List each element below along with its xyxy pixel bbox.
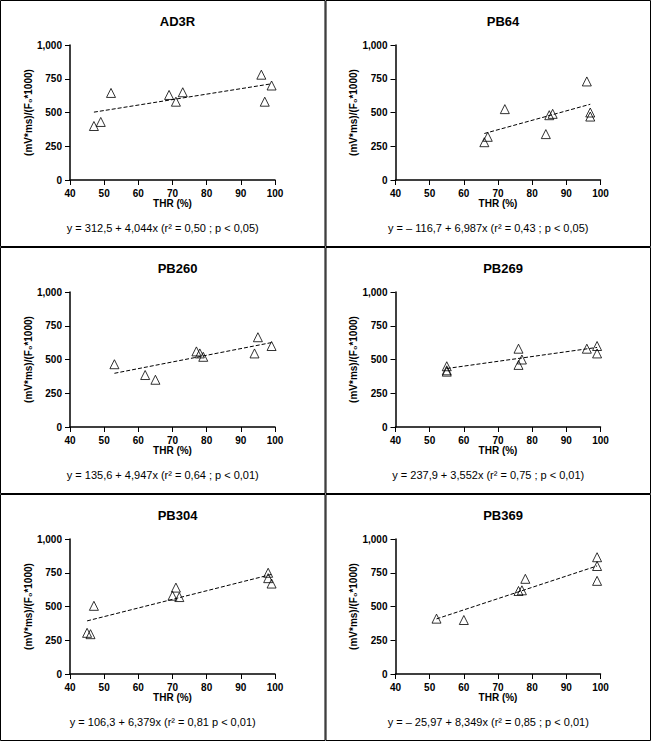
svg-text:1,000: 1,000	[362, 534, 387, 545]
svg-text:PB369: PB369	[483, 508, 523, 523]
svg-text:40: 40	[64, 435, 76, 446]
svg-text:250: 250	[371, 635, 388, 646]
svg-text:PB269: PB269	[483, 261, 523, 276]
svg-text:1,000: 1,000	[362, 40, 387, 51]
svg-text:(mV*ms)/(F₀*1000): (mV*ms)/(F₀*1000)	[348, 563, 359, 650]
svg-text:60: 60	[458, 682, 470, 693]
svg-text:y = 106,3 + 6,379x (r² = 0,81: y = 106,3 + 6,379x (r² = 0,81 p < 0,01)	[70, 716, 256, 728]
svg-text:(mV*ms)/(F₀*1000): (mV*ms)/(F₀*1000)	[23, 563, 34, 650]
svg-text:70: 70	[492, 435, 504, 446]
svg-text:0: 0	[56, 175, 62, 186]
svg-text:750: 750	[371, 567, 388, 578]
svg-text:THR (%): THR (%)	[153, 692, 192, 703]
svg-text:60: 60	[458, 188, 470, 199]
svg-text:0: 0	[56, 669, 62, 680]
svg-text:500: 500	[371, 107, 388, 118]
svg-text:PB64: PB64	[487, 14, 520, 29]
svg-text:PB304: PB304	[158, 508, 199, 523]
svg-text:THR (%): THR (%)	[153, 198, 192, 209]
svg-text:750: 750	[371, 320, 388, 331]
svg-text:80: 80	[201, 188, 213, 199]
svg-text:750: 750	[45, 73, 62, 84]
svg-text:500: 500	[45, 601, 62, 612]
svg-text:90: 90	[235, 188, 247, 199]
svg-text:40: 40	[390, 682, 402, 693]
svg-text:40: 40	[64, 188, 76, 199]
svg-text:250: 250	[45, 635, 62, 646]
svg-text:50: 50	[424, 682, 436, 693]
svg-text:80: 80	[201, 435, 213, 446]
svg-text:(mV*ms)/(F₀*1000): (mV*ms)/(F₀*1000)	[348, 316, 359, 403]
svg-text:0: 0	[382, 669, 388, 680]
svg-text:PB260: PB260	[158, 261, 198, 276]
svg-text:60: 60	[133, 188, 145, 199]
svg-text:70: 70	[167, 682, 179, 693]
svg-text:y = 312,5 + 4,044x (r² = 0,50: y = 312,5 + 4,044x (r² = 0,50 ; p < 0,05…	[67, 222, 259, 234]
svg-text:50: 50	[99, 682, 111, 693]
svg-text:90: 90	[561, 682, 573, 693]
svg-text:y = 135,6 + 4,947x (r² = 0,64: y = 135,6 + 4,947x (r² = 0,64 ; p < 0,01…	[67, 469, 259, 481]
svg-text:500: 500	[45, 107, 62, 118]
svg-text:80: 80	[527, 682, 539, 693]
svg-text:80: 80	[527, 188, 539, 199]
svg-text:1,000: 1,000	[37, 40, 62, 51]
svg-text:60: 60	[133, 682, 145, 693]
svg-text:40: 40	[390, 188, 402, 199]
svg-text:500: 500	[371, 601, 388, 612]
svg-text:1,000: 1,000	[37, 534, 62, 545]
svg-text:0: 0	[382, 422, 388, 433]
svg-text:750: 750	[45, 320, 62, 331]
svg-text:70: 70	[167, 435, 179, 446]
svg-text:100: 100	[592, 435, 609, 446]
svg-text:1,000: 1,000	[362, 287, 387, 298]
svg-text:60: 60	[458, 435, 470, 446]
svg-text:90: 90	[235, 435, 247, 446]
svg-text:0: 0	[56, 422, 62, 433]
svg-text:y = – 25,97 + 8,349x (r² = 0,8: y = – 25,97 + 8,349x (r² = 0,85 ; p < 0,…	[388, 716, 589, 728]
svg-text:y = 237,9 + 3,552x (r² = 0,75: y = 237,9 + 3,552x (r² = 0,75 ; p < 0,01…	[392, 469, 584, 481]
svg-text:750: 750	[371, 73, 388, 84]
svg-text:50: 50	[424, 435, 436, 446]
svg-text:40: 40	[64, 682, 76, 693]
svg-text:(mV*ms)/(F₀*1000): (mV*ms)/(F₀*1000)	[348, 69, 359, 156]
svg-text:(mV*ms)/(F₀*1000): (mV*ms)/(F₀*1000)	[23, 69, 34, 156]
svg-text:750: 750	[45, 567, 62, 578]
svg-text:250: 250	[371, 141, 388, 152]
svg-text:50: 50	[99, 435, 111, 446]
svg-text:70: 70	[167, 188, 179, 199]
svg-text:THR (%): THR (%)	[479, 692, 518, 703]
svg-text:100: 100	[267, 188, 284, 199]
svg-text:90: 90	[561, 188, 573, 199]
svg-text:100: 100	[267, 435, 284, 446]
svg-text:70: 70	[492, 188, 504, 199]
svg-text:100: 100	[592, 682, 609, 693]
svg-text:100: 100	[267, 682, 284, 693]
svg-text:0: 0	[382, 175, 388, 186]
svg-text:80: 80	[201, 682, 213, 693]
svg-text:50: 50	[99, 188, 111, 199]
svg-text:60: 60	[133, 435, 145, 446]
svg-text:90: 90	[235, 682, 247, 693]
svg-text:THR (%): THR (%)	[479, 445, 518, 456]
svg-text:THR (%): THR (%)	[479, 198, 518, 209]
svg-text:50: 50	[424, 188, 436, 199]
svg-text:90: 90	[561, 435, 573, 446]
svg-text:AD3R: AD3R	[160, 14, 196, 29]
svg-text:1,000: 1,000	[37, 287, 62, 298]
svg-text:THR (%): THR (%)	[153, 445, 192, 456]
svg-text:250: 250	[45, 141, 62, 152]
svg-text:70: 70	[492, 682, 504, 693]
svg-text:500: 500	[45, 354, 62, 365]
svg-text:80: 80	[527, 435, 539, 446]
svg-text:(mV*ms)/(F₀*1000): (mV*ms)/(F₀*1000)	[23, 316, 34, 403]
svg-text:250: 250	[45, 388, 62, 399]
svg-text:100: 100	[592, 188, 609, 199]
svg-text:y = – 116,7 + 6,987x (r² = 0,4: y = – 116,7 + 6,987x (r² = 0,43 ; p < 0,…	[388, 222, 588, 234]
svg-text:250: 250	[371, 388, 388, 399]
svg-text:40: 40	[390, 435, 402, 446]
svg-text:500: 500	[371, 354, 388, 365]
